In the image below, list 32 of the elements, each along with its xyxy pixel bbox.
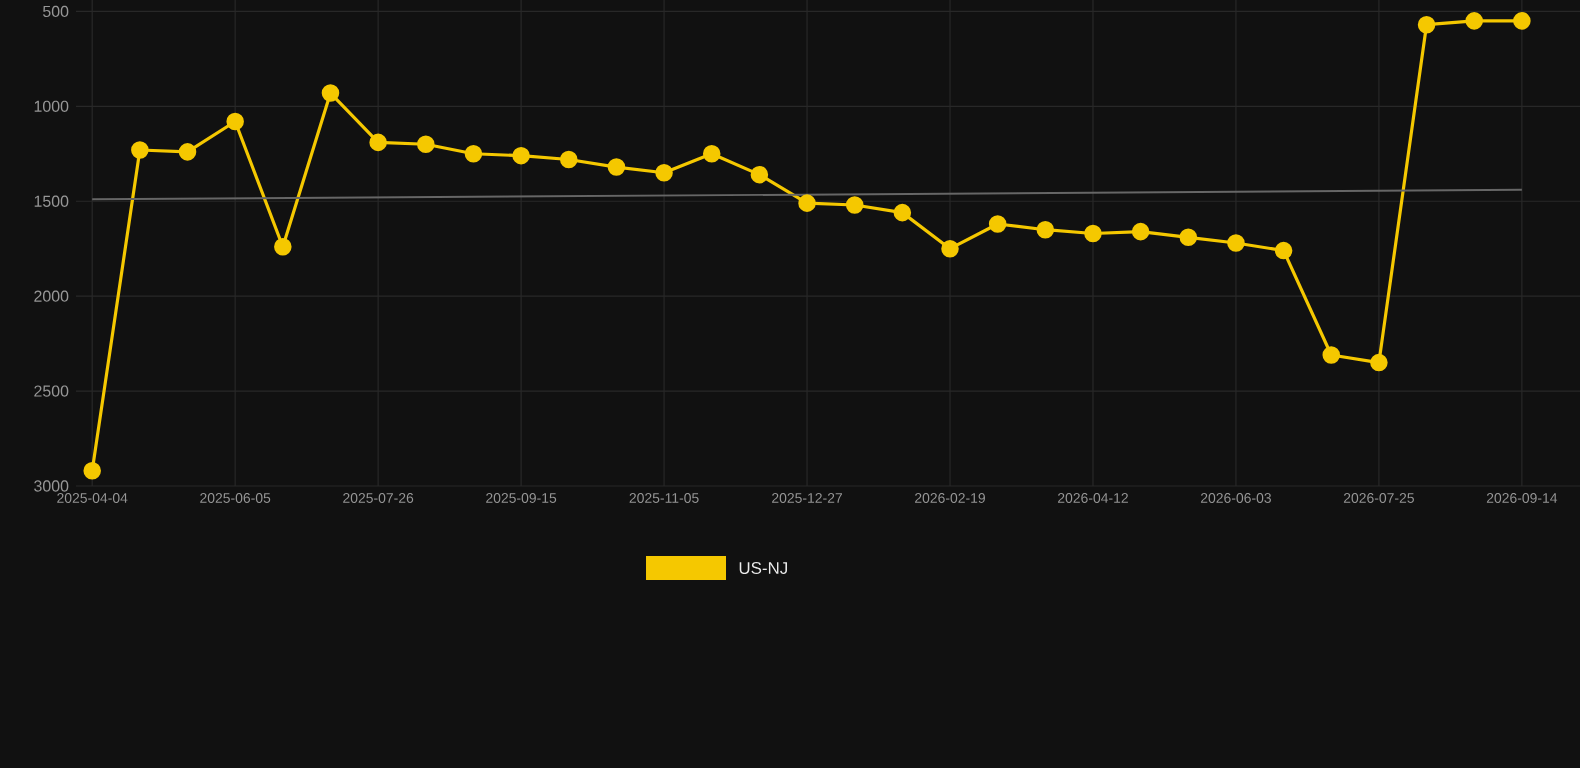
point	[1322, 346, 1341, 364]
point	[369, 133, 387, 152]
point	[941, 239, 959, 258]
point	[655, 163, 673, 182]
point	[464, 145, 483, 163]
point	[1274, 241, 1293, 260]
point	[1417, 15, 1436, 34]
point	[83, 462, 101, 480]
point	[607, 158, 626, 176]
point	[559, 150, 578, 169]
point	[988, 215, 1007, 233]
point	[1513, 12, 1531, 30]
point	[321, 84, 340, 102]
point	[1036, 220, 1055, 239]
point	[702, 145, 721, 163]
point	[1465, 12, 1483, 30]
point	[1084, 224, 1102, 243]
point	[798, 194, 816, 212]
point	[845, 196, 864, 214]
point	[1227, 234, 1245, 252]
legend-label: US-NJ	[739, 562, 788, 574]
point	[178, 143, 197, 161]
point	[1131, 222, 1150, 241]
point	[750, 165, 769, 184]
point	[512, 146, 530, 165]
point	[1179, 228, 1198, 247]
point	[274, 238, 292, 256]
point	[417, 135, 435, 154]
point	[131, 141, 149, 159]
point	[1370, 353, 1388, 372]
point	[226, 112, 244, 131]
point	[893, 203, 912, 222]
